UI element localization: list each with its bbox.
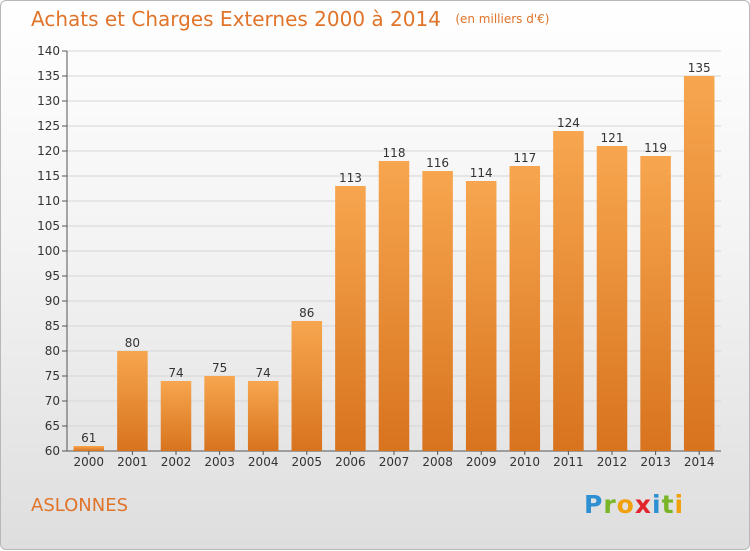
value-label: 135 <box>688 61 711 75</box>
x-tick-label: 2014 <box>684 455 715 469</box>
y-tick-label: 60 <box>45 444 60 458</box>
bars <box>73 76 715 451</box>
y-tick-label: 140 <box>37 44 60 58</box>
x-tick-label: 2013 <box>640 455 671 469</box>
value-label: 80 <box>125 336 140 350</box>
bar-2004 <box>247 381 279 451</box>
bar-2007 <box>378 161 410 451</box>
x-tick-label: 2002 <box>161 455 192 469</box>
logo-letter: x <box>634 490 652 519</box>
value-label: 118 <box>383 146 406 160</box>
x-tick-label: 2005 <box>292 455 323 469</box>
bar-2002 <box>160 381 192 451</box>
labels: 60 65 70 75 80 85 90 95 100 105 110 115 120 125 130 135… <box>37 44 714 469</box>
logo-letter: i <box>674 490 685 519</box>
x-tick-label: 2001 <box>117 455 148 469</box>
x-tick-label: 2012 <box>597 455 628 469</box>
bar-2009 <box>465 181 497 451</box>
x-tick-label: 2011 <box>553 455 584 469</box>
logo-letter: i <box>652 490 662 519</box>
x-tick-label: 2007 <box>379 455 410 469</box>
bar-2008 <box>422 171 453 451</box>
value-label: 119 <box>644 141 667 155</box>
x-tick-label: 2000 <box>74 455 105 469</box>
y-tick-label: 95 <box>45 269 60 283</box>
y-tick-label: 125 <box>37 119 60 133</box>
bar-2010 <box>509 166 541 451</box>
chart-title-text: Achats et Charges Externes 2000 à 2014 <box>31 7 441 31</box>
logo-letter: r <box>603 490 617 519</box>
value-label: 74 <box>256 366 271 380</box>
x-tick-label: 2006 <box>335 455 366 469</box>
x-tick-label: 2008 <box>422 455 453 469</box>
logo-letter: t <box>661 490 675 519</box>
y-tick-label: 80 <box>45 344 60 358</box>
y-tick-label: 135 <box>37 69 60 83</box>
y-tick-label: 65 <box>45 419 60 433</box>
y-tick-label: 115 <box>37 169 60 183</box>
bar-2003 <box>204 376 235 451</box>
value-label: 116 <box>426 156 449 170</box>
y-tick-label: 100 <box>37 244 60 258</box>
x-tick-label: 2003 <box>204 455 235 469</box>
bar-2005 <box>291 321 323 451</box>
value-label: 114 <box>470 166 493 180</box>
value-label: 113 <box>339 171 362 185</box>
logo-letter: o <box>616 490 635 519</box>
y-tick-label: 120 <box>37 144 60 158</box>
bar-2013 <box>640 156 671 451</box>
y-tick-label: 130 <box>37 94 60 108</box>
y-tick-label: 105 <box>37 219 60 233</box>
y-tick-label: 75 <box>45 369 60 383</box>
value-label: 74 <box>168 366 183 380</box>
value-label: 61 <box>81 431 96 445</box>
y-tick-label: 70 <box>45 394 60 408</box>
y-tick-label: 110 <box>37 194 60 208</box>
bar-2000 <box>73 446 105 451</box>
bar-2014 <box>683 76 715 451</box>
value-label: 86 <box>299 306 314 320</box>
value-label: 117 <box>513 151 536 165</box>
y-tick-label: 85 <box>45 319 60 333</box>
value-label: 121 <box>601 131 624 145</box>
value-label: 75 <box>212 361 227 375</box>
bar-2011 <box>553 131 584 451</box>
proxiti-logo: Proxiti <box>584 490 684 519</box>
value-label: 124 <box>557 116 580 130</box>
x-tick-label: 2009 <box>466 455 497 469</box>
chart-title: Achats et Charges Externes 2000 à 2014 (… <box>31 7 549 31</box>
chart-unit: (en milliers d'€) <box>455 12 550 26</box>
bar-2001 <box>117 351 148 451</box>
y-tick-label: 90 <box>45 294 60 308</box>
x-tick-label: 2004 <box>248 455 279 469</box>
commune-name: ASLONNES <box>31 495 129 516</box>
x-tick-label: 2010 <box>510 455 541 469</box>
bar-2012 <box>596 146 628 451</box>
bar-2006 <box>335 186 366 451</box>
logo-letter: P <box>584 490 604 519</box>
